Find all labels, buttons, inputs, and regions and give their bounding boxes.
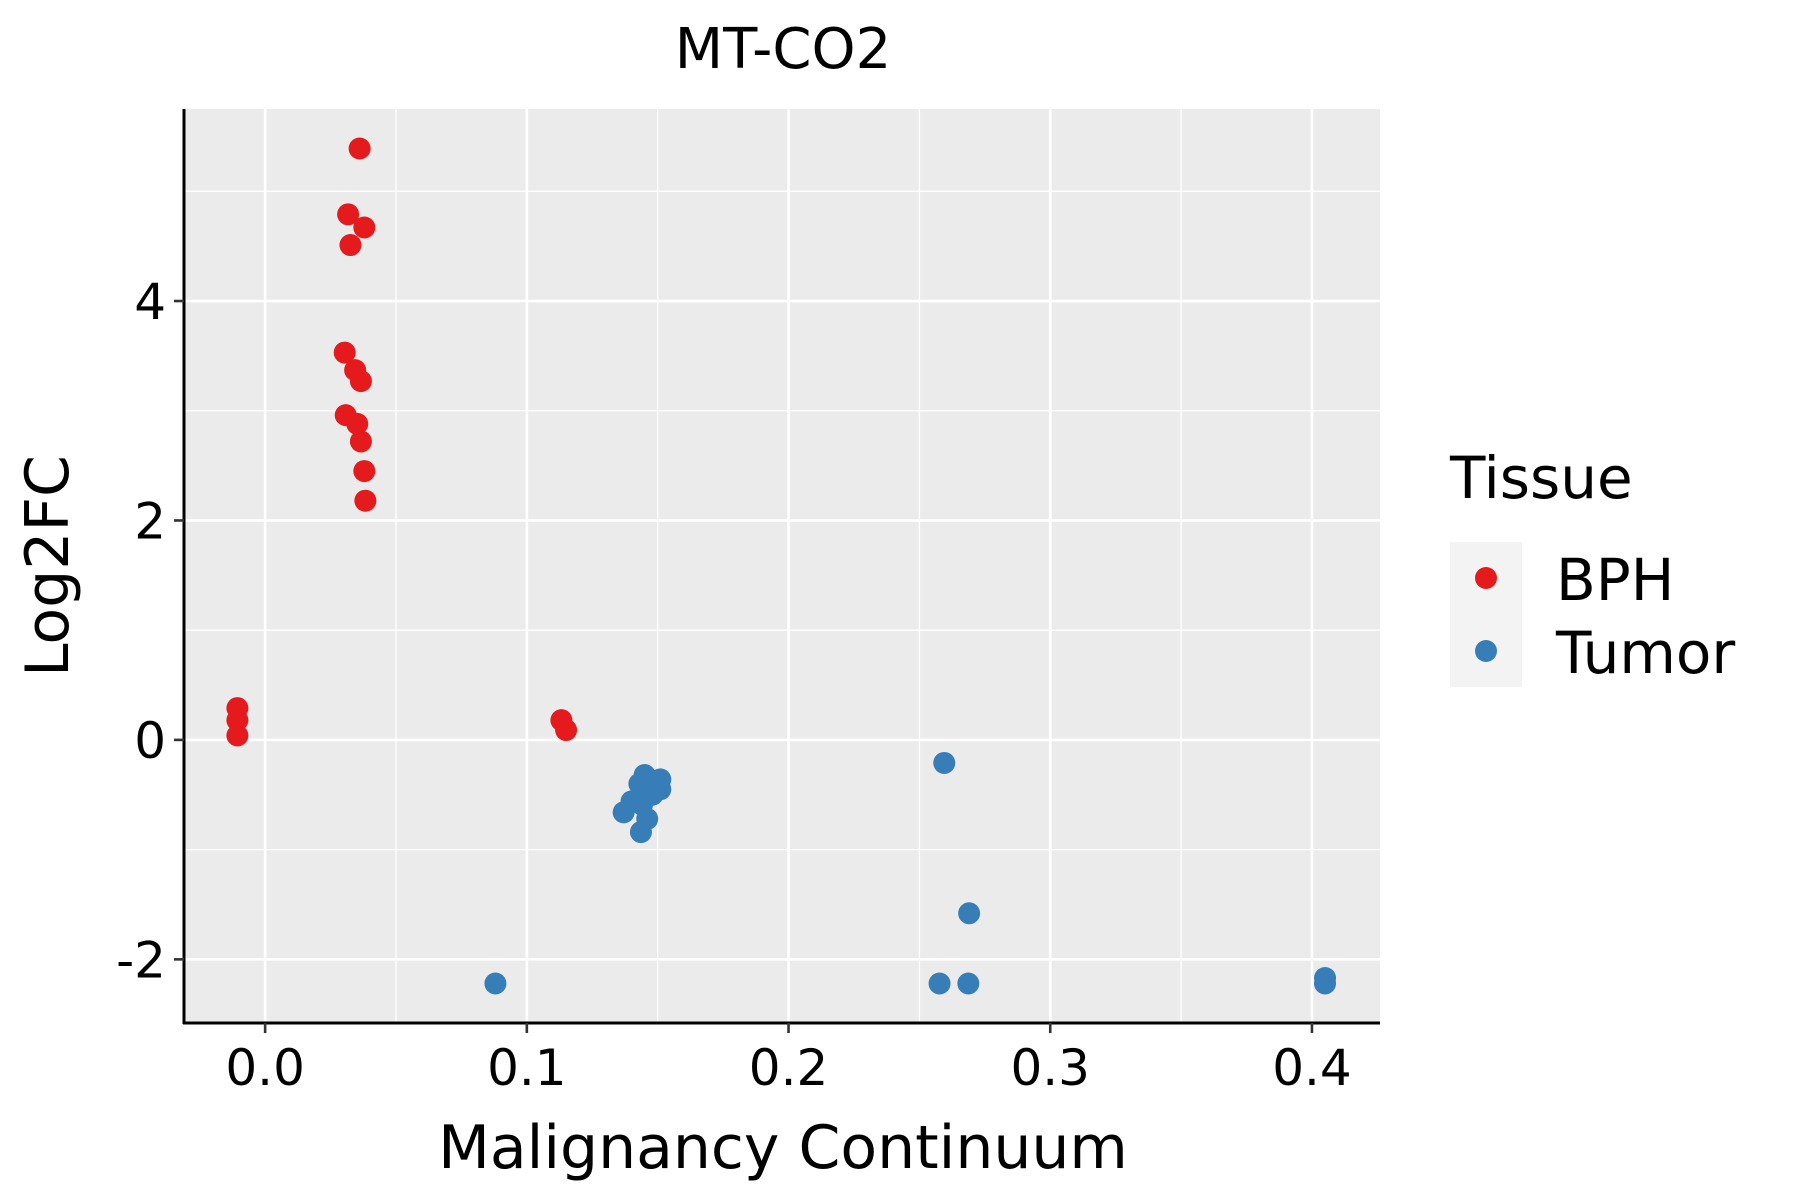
x-tick-label: 0.1 <box>487 1039 567 1097</box>
point-bph <box>349 430 372 453</box>
point-bph <box>353 216 376 239</box>
point-bph <box>353 460 376 483</box>
chart-title: MT-CO2 <box>675 17 891 82</box>
point-bph <box>349 370 372 393</box>
legend: Tissue BPH Tumor <box>1449 444 1735 687</box>
point-bph <box>337 203 360 226</box>
y-tick-label: 4 <box>134 273 166 331</box>
data-points <box>226 137 1337 995</box>
point-tumor <box>958 902 981 925</box>
legend-label-tumor: Tumor <box>1555 619 1735 687</box>
y-tick-label: 0 <box>134 712 166 770</box>
legend-label-bph: BPH <box>1556 546 1674 614</box>
point-bph <box>226 724 249 747</box>
y-tick-label: -2 <box>116 931 166 989</box>
y-axis-label: Log2FC <box>13 455 83 677</box>
legend-key-bph <box>1475 567 1497 589</box>
x-axis-label: Malignancy Continuum <box>438 1113 1128 1183</box>
point-bph <box>339 234 362 257</box>
x-tick-label: 0.4 <box>1272 1039 1352 1097</box>
axis-ticks: 0.0 0.1 0.2 0.3 0.4 -2 0 2 4 <box>116 273 1352 1097</box>
point-tumor <box>933 751 956 774</box>
point-tumor <box>629 821 652 844</box>
point-tumor <box>1314 972 1337 995</box>
point-bph <box>226 709 249 732</box>
point-bph <box>348 137 371 160</box>
legend-title: Tissue <box>1449 444 1633 512</box>
point-tumor <box>928 972 951 995</box>
legend-key-tumor <box>1475 640 1497 662</box>
x-tick-label: 0.2 <box>749 1039 829 1097</box>
y-tick-label: 2 <box>134 492 166 550</box>
point-tumor <box>612 801 635 824</box>
x-tick-label: 0.0 <box>225 1039 305 1097</box>
x-tick-label: 0.3 <box>1010 1039 1090 1097</box>
point-bph <box>333 341 356 364</box>
legend-key-bg <box>1450 542 1522 687</box>
grid-lines <box>184 109 1380 1023</box>
point-bph <box>354 489 377 512</box>
point-bph <box>346 412 369 435</box>
point-tumor <box>957 972 980 995</box>
plot-panel <box>184 109 1380 1023</box>
point-bph <box>555 719 578 742</box>
point-tumor <box>484 972 507 995</box>
